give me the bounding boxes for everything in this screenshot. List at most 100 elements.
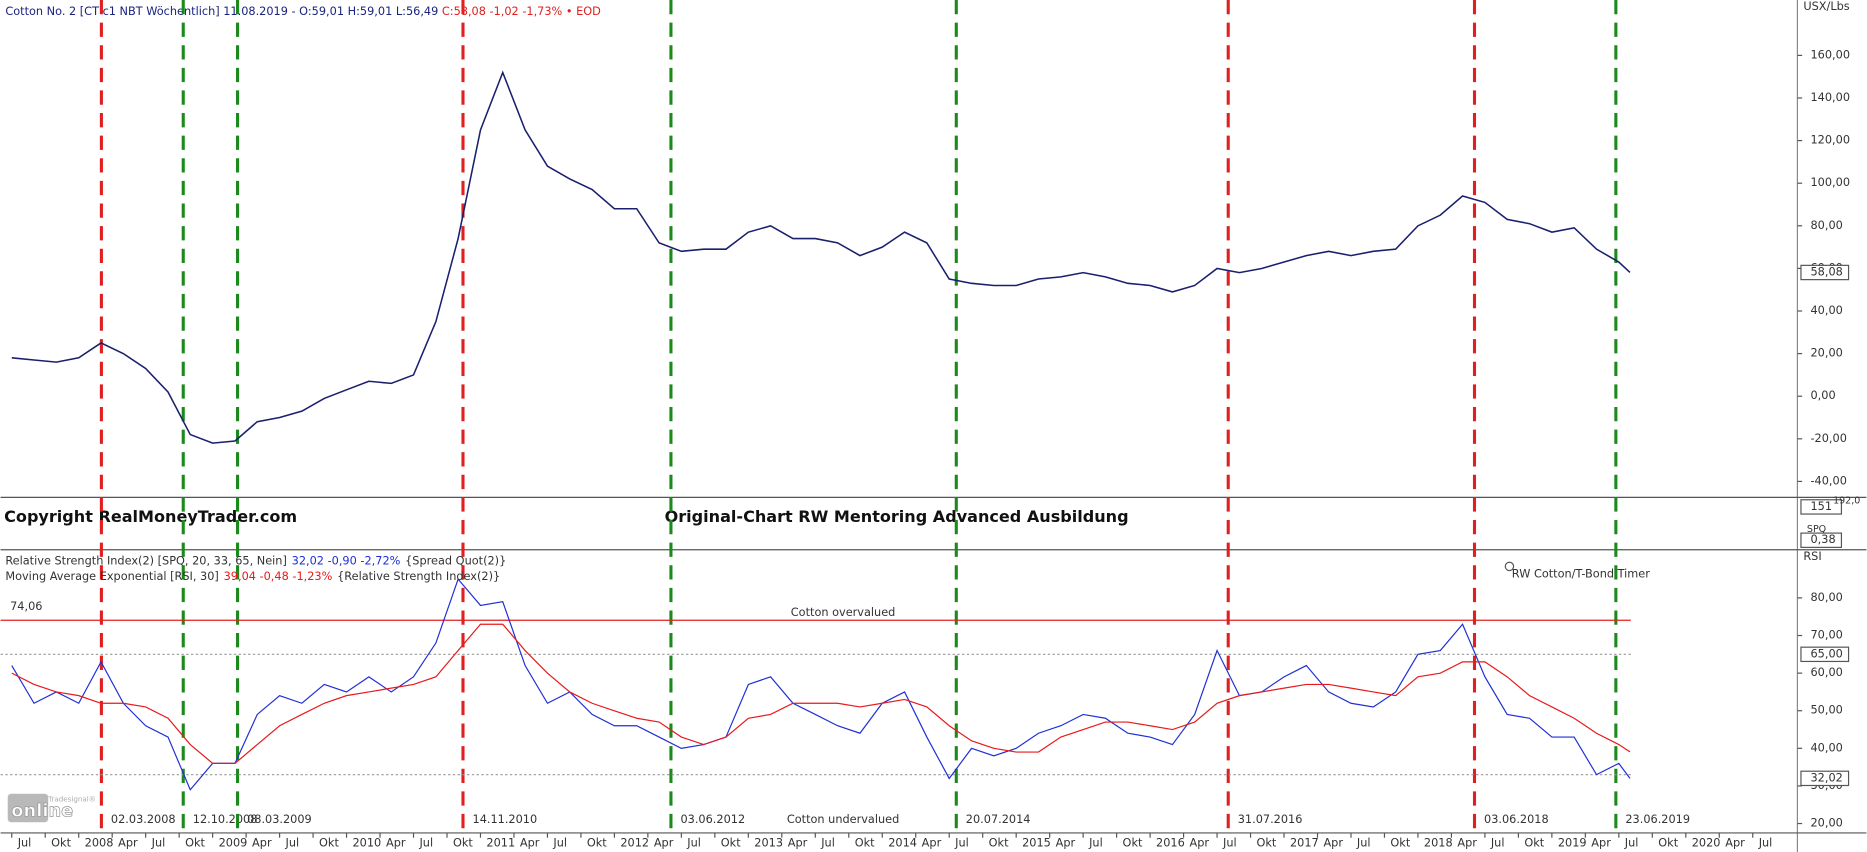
x-tick-label: Jul — [552, 837, 567, 850]
caption: Original-Chart RW Mentoring Advanced Aus… — [665, 507, 1129, 526]
x-tick-label: Okt — [185, 837, 205, 850]
y-tick-label: 160,00 — [1810, 48, 1850, 61]
x-tick-label: Apr — [1591, 837, 1611, 850]
value-box — [1800, 646, 1850, 663]
value-box — [1800, 499, 1843, 515]
y-tick-label: 120,00 — [1810, 134, 1850, 147]
x-tick-label: 2018 — [1424, 837, 1453, 850]
signal-date: 08.03.2009 — [247, 813, 312, 826]
axis-label: USX/Lbs — [1803, 0, 1849, 13]
x-tick-label: Apr — [1056, 837, 1076, 850]
ohl: O:59,01 H:59,01 L:56,49 — [299, 5, 438, 18]
side-label: 151 — [1810, 500, 1832, 513]
legend-entry: Moving Average Exponential [RSI, 30] 39,0… — [5, 570, 500, 583]
x-tick-label: 2012 — [620, 837, 649, 850]
value-box — [1800, 264, 1850, 281]
x-tick-label: Jul — [418, 837, 433, 850]
x-tick-label: Jul — [1222, 837, 1237, 850]
price-line — [11, 70, 1631, 444]
x-tick-label: 2009 — [219, 837, 248, 850]
y-tick-label: -20,00 — [1810, 432, 1846, 445]
x-tick-label: Apr — [1457, 837, 1477, 850]
x-tick-label: Apr — [1190, 837, 1210, 850]
x-tick-label: Okt — [587, 837, 607, 850]
x-tick-label: Okt — [51, 837, 71, 850]
value-box — [1800, 770, 1850, 787]
x-tick-label: 2010 — [353, 837, 382, 850]
x-tick-label: 2017 — [1290, 837, 1319, 850]
level-text: Cotton undervalued — [787, 813, 899, 826]
logo-box — [7, 793, 49, 823]
x-tick-label: Jul — [954, 837, 969, 850]
y-tick-label: 60,00 — [1810, 666, 1842, 679]
legend-source: {Relative Strength Index(2)} — [337, 570, 500, 583]
x-tick-label: Jul — [686, 837, 701, 850]
x-tick-label: Okt — [1123, 837, 1143, 850]
legend-value: 39,04 -0,48 -1,23% — [224, 570, 333, 583]
signal-date: 03.06.2018 — [1484, 813, 1549, 826]
x-tick-label: Jul — [1624, 837, 1639, 850]
annotation-icon — [1504, 561, 1515, 572]
side-label: 0,38 — [1810, 533, 1835, 546]
x-tick-label: 2011 — [486, 837, 515, 850]
x-tick-label: Apr — [922, 837, 942, 850]
x-tick-label: Jul — [285, 837, 300, 850]
series-line — [11, 577, 1631, 791]
copyright: Copyright RealMoneyTrader.com — [4, 507, 297, 526]
x-tick-label: Okt — [1390, 837, 1410, 850]
x-tick-label: Okt — [453, 837, 473, 850]
x-tick-label: Apr — [520, 837, 540, 850]
x-tick-label: 2008 — [85, 837, 114, 850]
x-tick-label: Okt — [721, 837, 741, 850]
x-tick-label: Apr — [386, 837, 406, 850]
x-tick-label: Jul — [1490, 837, 1505, 850]
x-tick-label: Jul — [1758, 837, 1773, 850]
signal-date: 31.07.2016 — [1238, 813, 1303, 826]
signal-date: 20.07.2014 — [966, 813, 1031, 826]
x-tick-label: 2014 — [888, 837, 917, 850]
signal-date: 23.06.2019 — [1625, 813, 1690, 826]
y-tick-label: 40,00 — [1810, 741, 1842, 754]
level-label: 74,06 — [10, 600, 42, 613]
axis-label: RSI — [1803, 550, 1821, 563]
signal-date: 14.11.2010 — [473, 813, 538, 826]
last-value: 58,08 — [1810, 265, 1842, 278]
y-tick-label: 100,00 — [1810, 176, 1850, 189]
x-tick-label: Apr — [654, 837, 674, 850]
y-tick-label: 140,00 — [1810, 91, 1850, 104]
x-tick-label: Jul — [1088, 837, 1103, 850]
y-tick-label: 80,00 — [1810, 219, 1842, 232]
y-tick-label: 20,00 — [1810, 817, 1842, 830]
side-label: SPQ — [1807, 524, 1826, 535]
x-tick-label: Apr — [788, 837, 808, 850]
x-tick-label: 2020 — [1692, 837, 1721, 850]
side-label: 192,0 — [1833, 495, 1860, 506]
x-tick-label: Apr — [1323, 837, 1343, 850]
x-tick-label: Okt — [855, 837, 875, 850]
signal-date: 12.10.2008 — [193, 813, 258, 826]
legend-value: 32,02 -0,90 -2,72% — [292, 555, 401, 568]
y-tick-label: 50,00 — [1810, 704, 1842, 717]
signal-date: 02.03.2008 — [111, 813, 176, 826]
signal-date: 03.06.2012 — [680, 813, 745, 826]
x-tick-label: Apr — [252, 837, 272, 850]
logo-name: online — [11, 801, 73, 822]
last-value: 32,02 — [1810, 771, 1842, 784]
annotation: RW Cotton/T-Bond Timer — [1512, 568, 1650, 581]
level-label: 65,00 — [1810, 647, 1842, 660]
legend-source: {Spread Quot(2)} — [405, 555, 506, 568]
x-tick-label: 2019 — [1558, 837, 1587, 850]
x-tick-label: Jul — [17, 837, 32, 850]
y-tick-label: 70,00 — [1810, 629, 1842, 642]
price-header: Cotton No. 2 [CT c1 NBT Wöchentlich] 11.… — [5, 5, 601, 18]
x-tick-label: 2015 — [1022, 837, 1051, 850]
y-tick-label: 40,00 — [1810, 304, 1842, 317]
y-tick-label: 20,00 — [1810, 347, 1842, 360]
x-tick-label: Okt — [319, 837, 339, 850]
x-tick-label: 2013 — [754, 837, 783, 850]
close: C:58,08 -1,02 -1,73% • EOD — [442, 5, 601, 18]
x-tick-label: 2016 — [1156, 837, 1185, 850]
x-tick-label: Okt — [1658, 837, 1678, 850]
